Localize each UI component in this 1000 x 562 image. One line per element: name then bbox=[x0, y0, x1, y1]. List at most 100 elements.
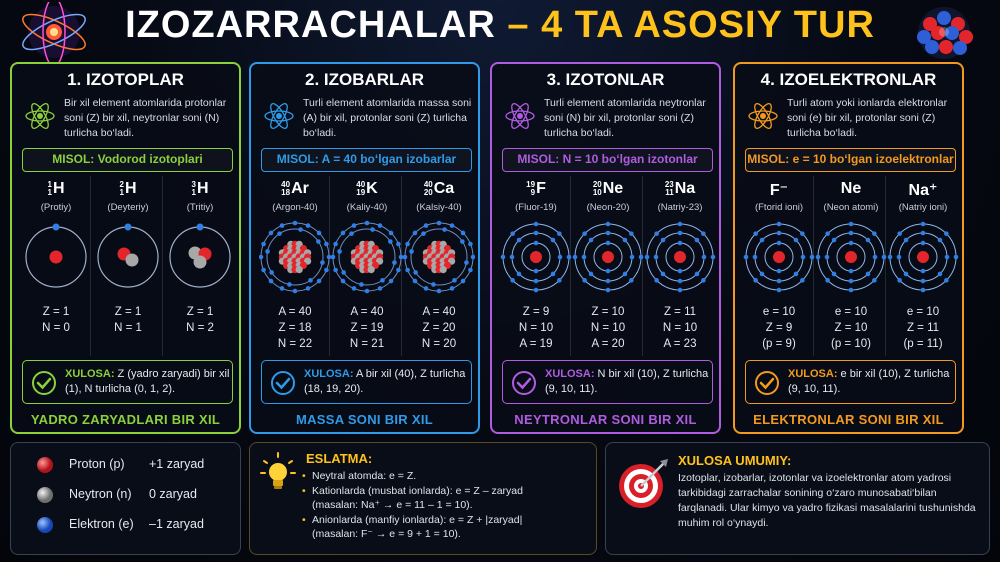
element-values: Z = 11 N = 10 A = 23 bbox=[644, 304, 716, 352]
electron-shell-atom-icon bbox=[500, 221, 572, 293]
electron-ball-icon bbox=[37, 517, 53, 533]
element-values: Z = 9 N = 10 A = 19 bbox=[500, 304, 572, 352]
atom-icon bbox=[25, 102, 55, 130]
eslatma-item: (masalan: Na⁺ → e = 11 – 1 = 10). bbox=[302, 498, 598, 513]
umumiy-text: Izotoplar, izobarlar, izotonlar va izoel… bbox=[678, 472, 976, 529]
mass-number: 23 bbox=[664, 179, 674, 189]
panel-description: Turli atom yoki ionlarda elektronlar son… bbox=[787, 97, 948, 139]
misol-label: MISOL: N = 10 bo‘lgan izotonlar bbox=[502, 148, 713, 172]
mass-number: 40 bbox=[356, 179, 366, 189]
eslatma-item: • Kationlarda (musbat ionlarda): e = Z – … bbox=[302, 484, 523, 497]
xulosa-box: XULOSA: A bir xil (40), Z turlicha (18, … bbox=[261, 360, 472, 404]
ion-shell-atom-icon bbox=[887, 221, 959, 293]
panel-description: Turli element atomlarida massa soni (A) … bbox=[303, 97, 472, 139]
element-symbol: 23 11 Na bbox=[644, 180, 716, 198]
xulosa-text: XULOSA: Z (yadro zaryadi) bir xil (1), N… bbox=[65, 367, 230, 397]
xulosa-label: XULOSA: bbox=[545, 368, 595, 380]
xulosa-text: XULOSA: A bir xil (40), Z turlicha (18, … bbox=[304, 367, 469, 397]
panel-footer: MASSA SONI BIR XIL bbox=[295, 412, 434, 427]
element-symbol: 40 18 Ar bbox=[259, 180, 331, 198]
element-values: Z = 1 N = 1 bbox=[92, 304, 164, 336]
panel-3: 3. IZOTONLAR Turli element atomlarida ney… bbox=[490, 62, 721, 434]
element-name: (Deyteriy) bbox=[107, 202, 149, 213]
column-divider bbox=[885, 176, 886, 356]
mass-number: 40 bbox=[423, 179, 433, 189]
panel-heading: 2. IZOBARLAR bbox=[305, 70, 424, 89]
eslatma-item: • Neytral atomda: e = Z. bbox=[302, 470, 417, 482]
mass-number: 20 bbox=[592, 179, 602, 189]
xulosa-text: XULOSA: e bir xil (10), Z turlicha (9, 1… bbox=[788, 367, 953, 397]
xulosa-box: XULOSA: Z (yadro zaryadi) bir xil (1), N… bbox=[22, 360, 233, 404]
check-circle-icon bbox=[271, 371, 295, 395]
isotope-numbers: 40 20 bbox=[423, 179, 433, 197]
lightbulb-icon bbox=[260, 452, 296, 489]
element-letter: H bbox=[124, 180, 137, 197]
column-divider bbox=[162, 176, 163, 356]
element-values: A = 40 Z = 19 N = 21 bbox=[331, 304, 403, 352]
legend-proton-charge: +1 zaryad bbox=[149, 457, 205, 471]
eslatma-item: (masalan: F⁻ → e = 9 + 1 = 10). bbox=[302, 527, 598, 542]
element-values: A = 40 Z = 20 N = 20 bbox=[403, 304, 475, 352]
value-line: N = 10 bbox=[590, 322, 626, 334]
element-name: (Ftorid ioni) bbox=[754, 202, 804, 213]
element-symbol: F⁻ bbox=[743, 180, 815, 200]
value-line: Z = 1 bbox=[114, 306, 142, 318]
element-letter: F bbox=[536, 180, 546, 197]
element-letter: Ne bbox=[840, 180, 862, 197]
eslatma-line: Neytral atomda: e = Z. bbox=[312, 470, 417, 482]
value-line: Z = 10 bbox=[834, 322, 868, 334]
value-line: Z = 1 bbox=[42, 306, 70, 318]
legend-box: Proton (p) +1 zaryad Neytron (n) 0 zarya… bbox=[10, 442, 241, 555]
target-icon bbox=[619, 459, 668, 508]
umumiy-box: XULOSA UMUMIY: Izotoplar, izobarlar, izo… bbox=[605, 442, 990, 555]
check-circle-icon bbox=[32, 371, 56, 395]
legend-electron-name: Elektron (e) bbox=[69, 517, 134, 531]
eslatma-list: • Neytral atomda: e = Z. • Kationlarda (mu… bbox=[302, 469, 598, 542]
title-part2: 4 TA ASOSIY TUR bbox=[541, 4, 875, 46]
isotope-numbers: 20 10 bbox=[592, 179, 602, 197]
atom-icon bbox=[264, 102, 294, 130]
misol-label: MISOL: A = 40 bo‘lgan izobarlar bbox=[261, 148, 472, 172]
element-symbol: 40 20 Ca bbox=[403, 180, 475, 198]
panel-description: Turli element atomlarida neytronlar soni… bbox=[544, 97, 706, 139]
value-line: Z = 10 bbox=[591, 306, 625, 318]
element-name: (Natriy-23) bbox=[657, 202, 703, 213]
element-letter: F⁻ bbox=[769, 182, 789, 199]
legend-electron-charge: –1 zaryad bbox=[149, 517, 204, 531]
mass-number: 19 bbox=[526, 179, 536, 189]
column-divider bbox=[329, 176, 330, 356]
atomic-number: 1 bbox=[47, 187, 52, 197]
atomic-number: 9 bbox=[530, 187, 536, 197]
value-line: N = 10 bbox=[662, 322, 698, 334]
electron-shell-atom-icon bbox=[572, 221, 644, 293]
element-values: Z = 10 N = 10 A = 20 bbox=[572, 304, 644, 352]
value-line: e = 10 bbox=[906, 306, 940, 318]
element-name: (Argon-40) bbox=[272, 202, 318, 213]
eslatma-line: (masalan: F⁻ → e = 9 + 1 = 10). bbox=[312, 528, 461, 540]
check-circle-icon bbox=[512, 371, 536, 395]
column-divider bbox=[642, 176, 643, 356]
umumiy-title: XULOSA UMUMIY: bbox=[678, 453, 792, 468]
element-symbol: Na⁺ bbox=[887, 180, 959, 200]
heavy-nucleus-icon bbox=[403, 220, 475, 294]
value-line: N = 2 bbox=[186, 322, 214, 334]
column-divider bbox=[570, 176, 571, 356]
element-letter: Na bbox=[674, 180, 696, 197]
panel-heading: 1. IZOTOPLAR bbox=[67, 70, 184, 89]
element-letter: Ar bbox=[291, 180, 309, 197]
xulosa-label: XULOSA: bbox=[65, 368, 115, 380]
mass-number: 2 bbox=[119, 179, 124, 189]
xulosa-body: e bir xil (10), Z turlicha (9, 10, 11). bbox=[788, 368, 950, 395]
atomic-number: 1 bbox=[191, 187, 196, 197]
atom-icon bbox=[505, 102, 535, 130]
nucleus-icon bbox=[917, 7, 973, 59]
misol-label: MISOL: Vodorod izotoplari bbox=[22, 148, 233, 172]
value-line: Z = 18 bbox=[278, 322, 312, 334]
value-line: Z = 11 bbox=[906, 322, 940, 334]
